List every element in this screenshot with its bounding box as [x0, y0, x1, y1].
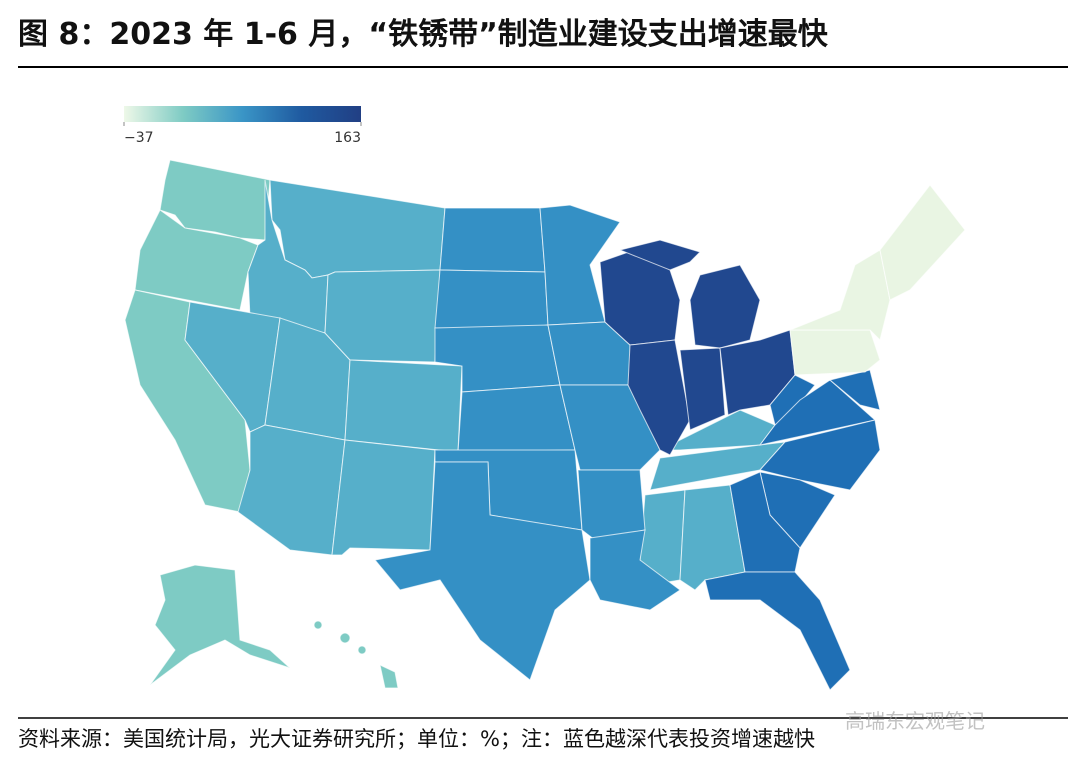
- watermark: 高瑞东宏观笔记: [845, 709, 985, 733]
- state: [357, 645, 367, 655]
- map: [124, 159, 966, 691]
- state: [627, 339, 691, 456]
- state: [313, 620, 323, 630]
- state: [434, 269, 549, 331]
- state: [457, 384, 576, 453]
- state: [379, 664, 399, 689]
- state: [879, 184, 966, 301]
- state: [828, 369, 881, 411]
- state: [237, 424, 346, 556]
- state: [704, 571, 851, 691]
- state: [374, 461, 591, 681]
- state: [269, 179, 446, 279]
- colorbar-label: −37: [124, 130, 154, 146]
- state: [618, 239, 701, 271]
- colorbar-label: 163: [334, 130, 361, 146]
- state: [758, 379, 877, 446]
- state: [339, 632, 351, 644]
- state: [344, 359, 463, 453]
- state: [689, 264, 761, 349]
- state: [589, 529, 681, 611]
- state: [324, 269, 441, 363]
- state: [331, 439, 436, 556]
- state: [679, 347, 726, 431]
- title: 图 8：2023 年 1-6 月，“铁锈带”制造业建设支出增速最快: [18, 17, 829, 52]
- state: [149, 564, 291, 686]
- colorbar: [124, 106, 361, 122]
- footer: 资料来源：美国统计局，光大证券研究所；单位：%；注：蓝色越深代表投资增速越快: [18, 727, 815, 751]
- state: [539, 204, 621, 326]
- colorbar-ticks: −37 163: [123, 122, 362, 146]
- state: [789, 329, 881, 376]
- state: [577, 469, 646, 541]
- state: [789, 249, 891, 341]
- state: [439, 207, 546, 273]
